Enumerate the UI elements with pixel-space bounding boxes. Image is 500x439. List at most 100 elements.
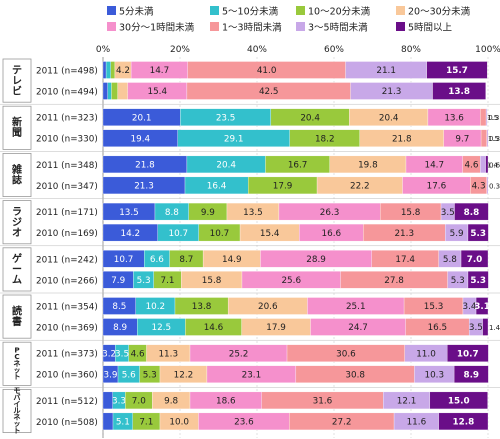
data-label: 21.8 (135, 161, 155, 171)
bar-segment (429, 391, 488, 410)
data-label: 4.3 (472, 182, 486, 192)
group-name: 読書 (12, 305, 22, 329)
data-label: 16.6 (322, 229, 342, 239)
bar-segment (486, 129, 489, 147)
data-label: 5.3 (470, 276, 486, 286)
data-label: 8.9 (463, 370, 479, 380)
row-label: 2011 (n=348) (36, 161, 98, 171)
row-label: 2011 (n=512) (36, 397, 98, 407)
legend-swatch (396, 22, 405, 31)
data-label: 13.5 (243, 208, 263, 218)
group-labels: テレビ 2011 (n=498) 2010 (n=494) 新聞 2011 (n=323… (0, 58, 500, 435)
row-label: 2011 (n=171) (36, 208, 98, 218)
data-label: 20.4 (300, 113, 320, 123)
row-label: 2011 (n=354) (36, 303, 98, 313)
data-label: 17.6 (427, 182, 447, 192)
row-label: 2011 (n=498) (36, 67, 98, 77)
data-label: 13.8 (448, 87, 470, 97)
bar-segment (111, 82, 118, 100)
data-label: 7.0 (467, 255, 483, 265)
bar-segment (485, 108, 488, 126)
group-name: ラジオ (12, 206, 22, 239)
data-label: 3.2 (102, 349, 116, 359)
data-label: 17.9 (266, 323, 286, 333)
data-label: 5.3 (470, 229, 486, 239)
data-label: 11.6 (407, 418, 427, 428)
row-label: 2010 (n=494) (36, 88, 98, 98)
row-label: 2010 (n=360) (36, 371, 98, 381)
data-label: 15.4 (147, 87, 167, 97)
bar-segment (485, 155, 489, 174)
group-name: テレビ (12, 64, 22, 97)
bar-segment (432, 82, 486, 100)
data-label: 7.1 (160, 276, 174, 286)
bar-segment (480, 155, 486, 174)
row-label: 2010 (n=266) (36, 276, 98, 286)
data-label: 5.3 (143, 370, 157, 380)
data-label: 20.4 (379, 113, 399, 123)
bar-segment (438, 412, 489, 431)
tick-label: 0% (96, 45, 111, 55)
bar-segment (467, 271, 489, 289)
bar-segment (107, 82, 112, 100)
data-label: 23.5 (216, 113, 236, 123)
bars: 0.84.214.741.021.115.71.21.62.615.442.52… (102, 61, 500, 431)
bar-segment (102, 61, 107, 79)
data-label-small: 1.5 (487, 114, 498, 122)
row-label: 2011 (n=242) (36, 255, 98, 265)
group-name: P C ネット (13, 346, 20, 381)
data-label: 27.8 (384, 276, 404, 286)
data-label: 11.3 (158, 349, 178, 359)
bar-segment (447, 344, 489, 362)
row-label: 2010 (n=347) (36, 182, 98, 192)
data-label-small: 0.3 (488, 114, 499, 122)
data-label: 21.3 (394, 229, 414, 239)
data-label: 30.8 (345, 370, 365, 380)
data-label: 21.1 (376, 66, 396, 76)
data-label: 31.6 (313, 397, 333, 407)
legend-label: 5～10分未満 (222, 6, 279, 18)
data-label: 30.6 (336, 349, 356, 359)
data-label: 6.6 (150, 255, 164, 265)
data-label: 7.0 (132, 397, 146, 407)
data-label: 14.2 (121, 229, 141, 239)
data-label: 16.7 (288, 161, 308, 171)
data-label: 21.3 (382, 87, 402, 97)
data-label: 24.7 (348, 323, 368, 333)
data-label: 19.8 (358, 161, 378, 171)
bar-segment (467, 223, 489, 242)
data-label: 25.6 (281, 276, 301, 286)
row-label: 2010 (n=169) (36, 229, 98, 239)
data-label: 5.3 (137, 276, 151, 286)
legend-label: 1～3時間未満 (222, 22, 282, 34)
data-label: 3.3 (112, 397, 126, 407)
data-label-small: 1.4 (489, 324, 500, 332)
tick-label: 100% (475, 45, 500, 55)
data-label: 8.5 (112, 302, 126, 312)
data-label: 15.0 (448, 397, 470, 407)
group-box (2, 388, 32, 433)
data-label: 18.6 (216, 397, 236, 407)
bar-segment (460, 250, 489, 268)
data-label: 10.3 (424, 370, 444, 380)
tick-label: 40% (247, 45, 267, 55)
data-label: 10.7 (457, 349, 479, 359)
data-label: 3.5 (115, 349, 129, 359)
bar-segment (475, 297, 489, 315)
data-label: 12.5 (152, 323, 172, 333)
tick-label: 80% (401, 45, 421, 55)
data-label-small: 1.5 (488, 135, 499, 143)
data-label: 3.5 (441, 208, 455, 218)
group-name: 雑誌 (11, 163, 22, 187)
legend-label: 10～20分未満 (308, 6, 371, 18)
data-label: 8.8 (165, 208, 179, 218)
group-name: 新聞 (12, 116, 22, 140)
data-label: 15.4 (260, 229, 280, 239)
data-label: 42.5 (259, 87, 279, 97)
legend-swatch (396, 6, 405, 15)
tick-label: 20% (170, 45, 190, 55)
group-box (2, 341, 32, 386)
data-label: 8.7 (179, 255, 193, 265)
data-label: 15.7 (446, 66, 468, 76)
legend-label: 5分未満 (119, 6, 154, 18)
